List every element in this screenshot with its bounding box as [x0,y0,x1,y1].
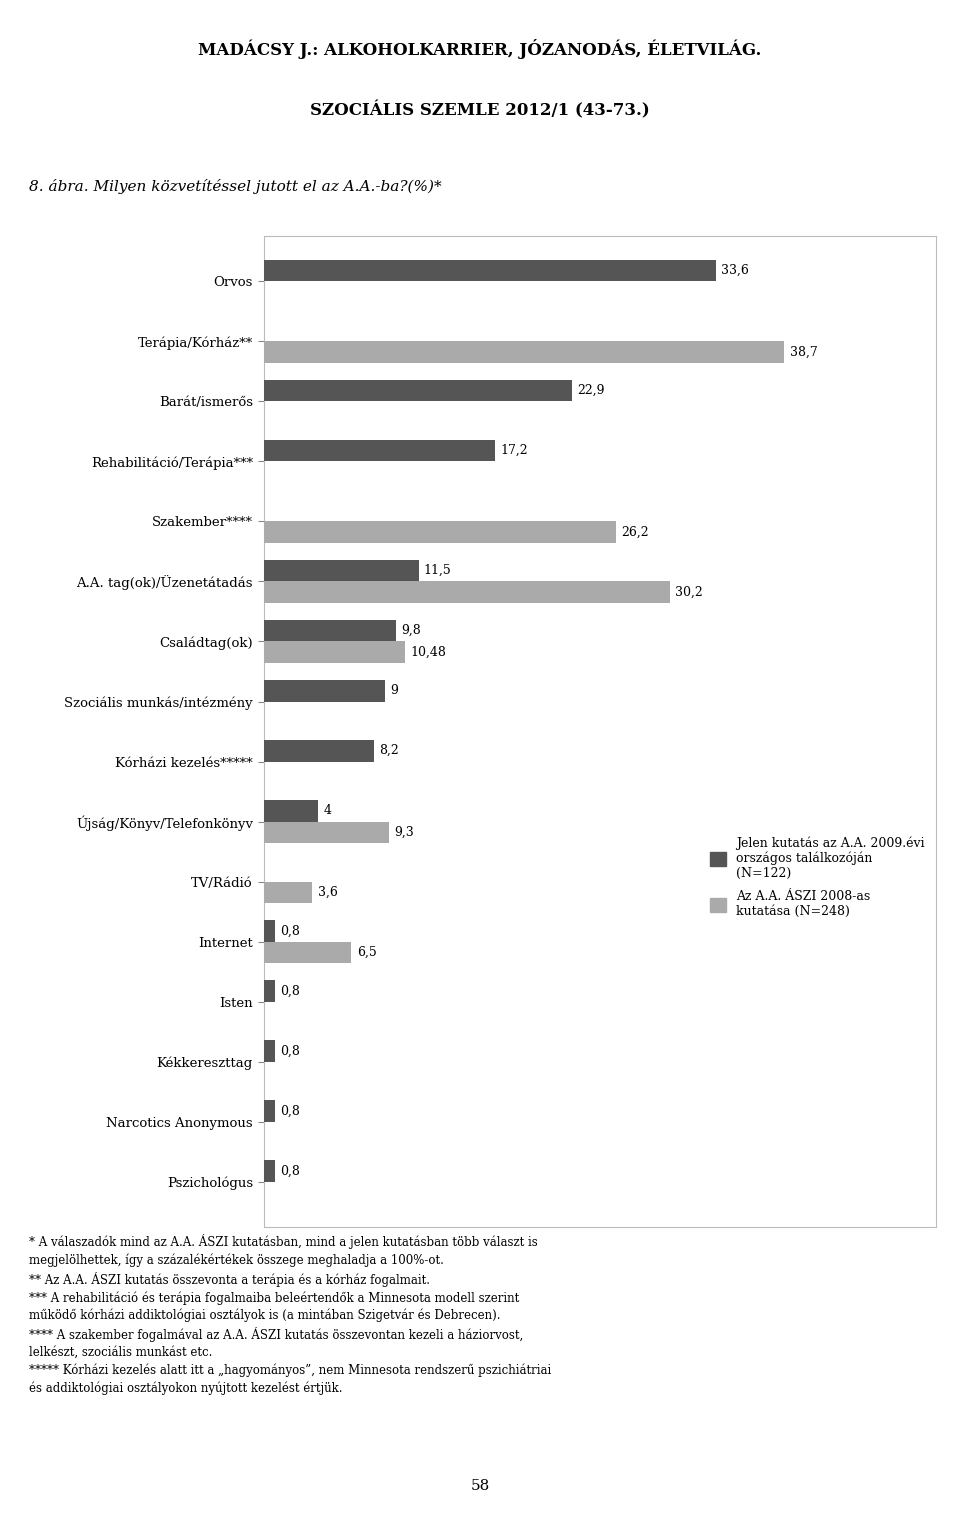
Text: MADÁCSY J.: ALKOHOLKARRIER, JÓZANODÁS, ÉLETVILÁG.: MADÁCSY J.: ALKOHOLKARRIER, JÓZANODÁS, É… [199,38,761,59]
Text: 30,2: 30,2 [675,585,703,599]
Text: 8,2: 8,2 [379,744,399,757]
Text: 11,5: 11,5 [424,564,452,578]
Text: 4: 4 [324,805,331,817]
Bar [264,800,318,821]
Text: 33,6: 33,6 [721,264,749,277]
Text: 9,3: 9,3 [395,826,414,838]
Text: 0,8: 0,8 [280,1105,300,1117]
Text: 9,8: 9,8 [401,625,420,637]
Text: 3,6: 3,6 [318,885,338,899]
Legend: Jelen kutatás az A.A. 2009.évi
országos találkozóján
(N=122), Az A.A. ÁSZI 2008-: Jelen kutatás az A.A. 2009.évi országos … [705,831,929,924]
Text: 38,7: 38,7 [789,346,817,358]
Bar [264,881,312,904]
Bar [264,259,715,282]
Text: 26,2: 26,2 [621,526,649,538]
Text: 8. ábra. Milyen közvetítéssel jutott el az A.A.-ba?(%)*: 8. ábra. Milyen közvetítéssel jutott el … [29,180,442,194]
Bar [264,440,495,462]
Bar [264,680,385,701]
Bar [264,942,351,963]
Bar [264,741,374,762]
Text: 9: 9 [391,684,398,696]
Bar [264,920,275,942]
Text: 10,48: 10,48 [410,646,446,658]
Bar [264,620,396,642]
Text: 0,8: 0,8 [280,925,300,937]
Text: 0,8: 0,8 [280,1164,300,1178]
Text: 0,8: 0,8 [280,1044,300,1058]
Bar [264,1039,275,1062]
Bar [264,379,572,401]
Text: 0,8: 0,8 [280,985,300,997]
Bar [264,642,405,663]
Bar [264,980,275,1001]
Bar [264,559,419,582]
Text: * A válaszadók mind az A.A. ÁSZI kutatásban, mind a jelen kutatásban több válasz: * A válaszadók mind az A.A. ÁSZI kutatás… [29,1234,551,1394]
Text: 6,5: 6,5 [357,946,376,959]
Text: 58: 58 [470,1478,490,1494]
Bar [264,521,616,543]
Bar [264,821,389,843]
Text: 17,2: 17,2 [500,443,528,457]
Bar [264,1100,275,1122]
Text: 22,9: 22,9 [577,384,605,398]
Bar [264,341,784,363]
Text: SZOCIÁLIS SZEMLE 2012/1 (43-73.): SZOCIÁLIS SZEMLE 2012/1 (43-73.) [310,102,650,119]
Bar [264,582,670,604]
Bar [264,1160,275,1181]
